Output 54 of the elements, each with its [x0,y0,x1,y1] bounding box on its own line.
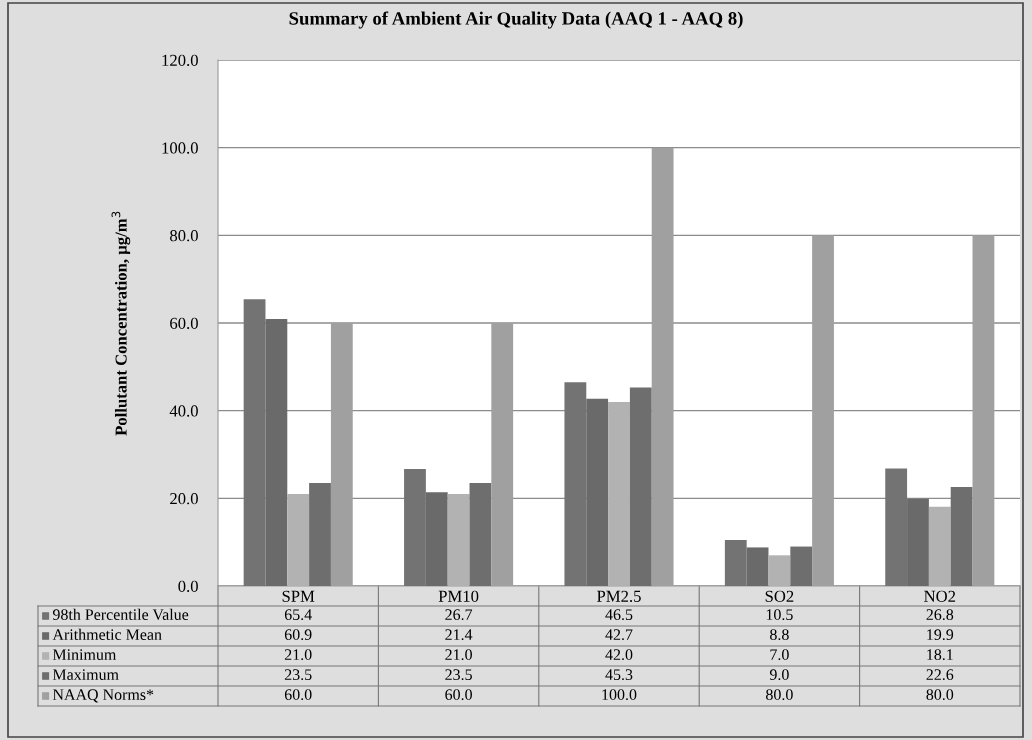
x-tick-label: SPM [282,590,315,602]
bar [790,546,813,586]
bar [950,486,973,586]
data-label: 23.5 [445,669,472,681]
bar [287,493,310,586]
chart-title: Summary of Ambient Air Quality Data (AAQ 1 - AAQ 8) [289,11,743,29]
data-label: 46.5 [605,609,633,621]
data-label: 80.0 [766,689,793,701]
x-tick-label: PM2.5 [597,590,641,602]
bar [768,555,791,586]
y-tick-label: 40.0 [169,405,198,417]
data-label: 80.0 [926,689,954,701]
bar [629,387,652,586]
data-label: 60.0 [445,689,472,701]
data-label: 18.1 [927,649,953,661]
data-label: 23.5 [284,669,312,681]
data-label: 26.7 [445,609,473,621]
data-label: 21.0 [284,649,312,661]
bar [608,401,630,586]
y-axis-title: Pollutant Concentration, µg/m$^{3}$ [111,211,131,436]
legend-label: NAAQ Norms* [52,689,154,703]
legend-label: Maximum [52,669,119,680]
x-tick-label: NO2 [924,590,956,602]
data-label: 21.4 [445,629,473,641]
y-tick-label: 120.0 [162,54,198,67]
bar [447,493,470,586]
legend-label: 98th Percentile Value [52,608,189,621]
y-tick-label: 80.0 [170,230,198,242]
data-label: 60.9 [284,629,312,641]
y-tick-label: 0.0 [178,580,198,593]
x-tick-label: SO2 [765,590,794,602]
data-label: 45.3 [605,669,633,681]
bar [469,482,492,586]
data-label: 26.8 [926,609,954,621]
x-tick-label: PM10 [438,590,479,602]
data-label: 9.0 [769,669,789,681]
bar [309,482,331,586]
data-label: 21.0 [445,649,472,661]
y-tick-label: 20.0 [170,493,198,505]
data-label: 65.4 [284,609,312,621]
data-label: 7.0 [770,649,789,661]
data-label: 22.6 [926,669,954,681]
data-label: 42.0 [605,649,633,661]
y-tick-label: 60.0 [170,317,198,330]
data-label: 42.7 [605,629,633,641]
data-label: 8.8 [770,629,789,641]
data-label: 60.0 [284,689,312,701]
legend-label: Minimum [52,649,117,660]
data-label: 10.5 [766,609,793,621]
y-tick-label: 100.0 [162,142,198,154]
data-label: 19.9 [927,629,954,641]
data-label: 100.0 [602,689,637,701]
legend-label: Arithmetic Mean [52,628,162,640]
bar [928,506,951,586]
